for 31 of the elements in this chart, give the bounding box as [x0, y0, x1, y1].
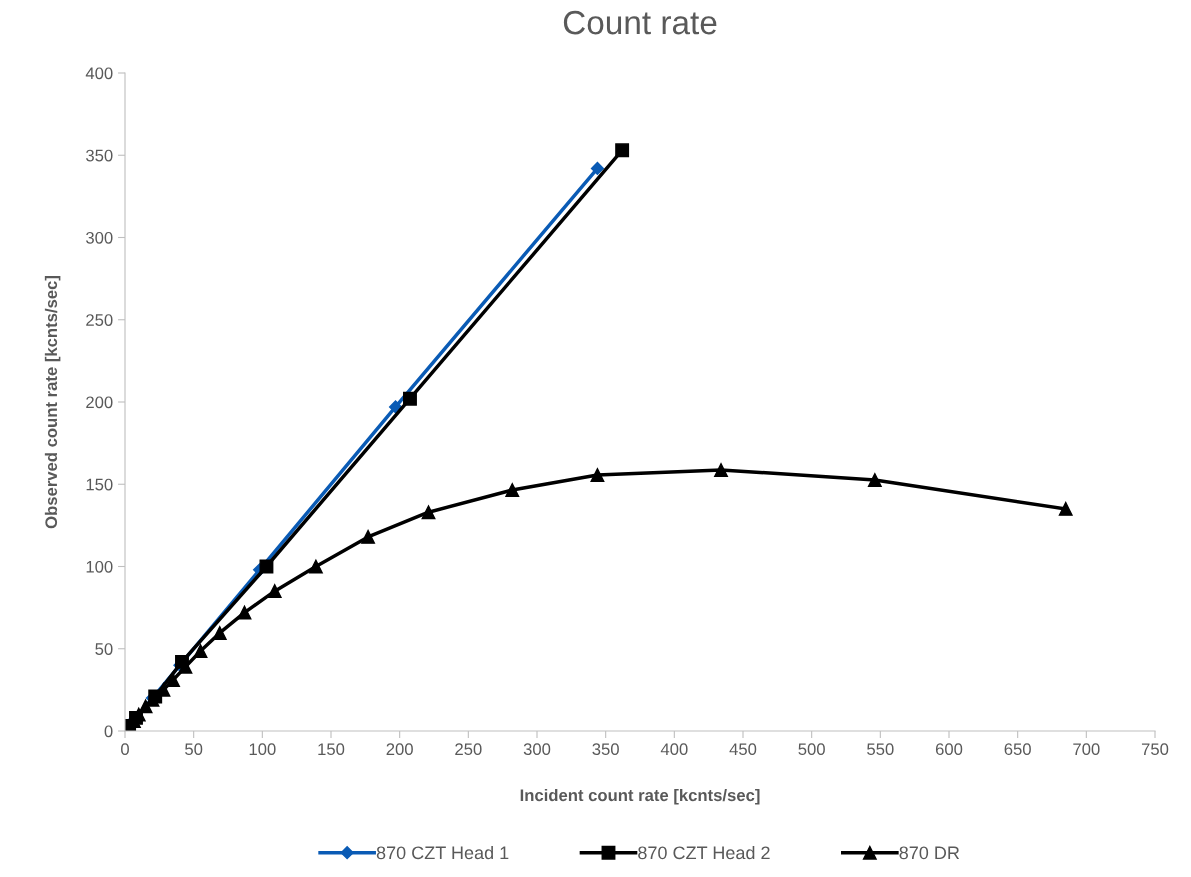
x-tick-label: 0	[121, 743, 129, 756]
y-axis-title: Observed count rate [kcnts/sec]	[44, 276, 61, 529]
y-tick-label: 100	[86, 560, 113, 573]
x-tick-label: 150	[318, 743, 345, 756]
x-tick-label: 650	[1004, 743, 1031, 756]
chart-title: Count rate	[563, 10, 717, 35]
x-tick-label: 300	[523, 743, 551, 756]
y-tick-label: 300	[86, 231, 113, 244]
x-axis-title: Incident count rate [kcnts/sec]	[520, 788, 760, 805]
x-tick-label: 350	[592, 743, 619, 756]
legend-label: 870 CZT Head 2	[638, 845, 770, 860]
y-tick-label: 200	[86, 396, 113, 409]
x-tick-label: 750	[1141, 743, 1169, 756]
x-tick-label: 550	[867, 743, 894, 756]
legend-label: 870 DR	[899, 846, 960, 860]
x-tick-label: 600	[935, 743, 963, 756]
y-tick-label: 250	[86, 314, 113, 326]
x-tick-label: 700	[1073, 743, 1100, 756]
legend-label: 870 CZT Head 1	[376, 845, 509, 860]
x-tick-label: 50	[185, 743, 203, 756]
x-tick-label: 100	[249, 743, 276, 756]
x-tick-label: 250	[455, 743, 482, 756]
x-tick-label: 450	[729, 743, 757, 756]
x-tick-label: 400	[660, 743, 688, 756]
y-tick-label: 350	[86, 149, 113, 162]
y-tick-label: 400	[85, 67, 113, 80]
y-tick-label: 50	[95, 643, 113, 655]
y-tick-label: 150	[86, 478, 113, 491]
x-tick-label: 200	[386, 743, 413, 756]
x-tick-label: 500	[798, 743, 825, 756]
y-tick-label: 0	[104, 725, 113, 738]
